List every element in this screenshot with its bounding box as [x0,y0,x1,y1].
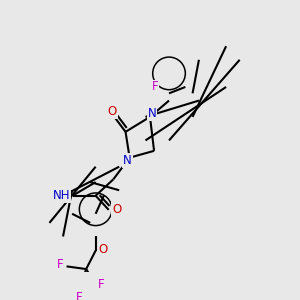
Text: F: F [76,291,82,300]
Text: F: F [98,278,104,291]
Text: N: N [123,154,132,167]
Text: O: O [99,243,108,256]
Text: NH: NH [53,189,70,202]
Text: O: O [112,203,122,216]
Text: F: F [152,80,158,94]
Text: N: N [148,107,157,120]
Text: F: F [57,259,64,272]
Text: O: O [107,105,117,118]
